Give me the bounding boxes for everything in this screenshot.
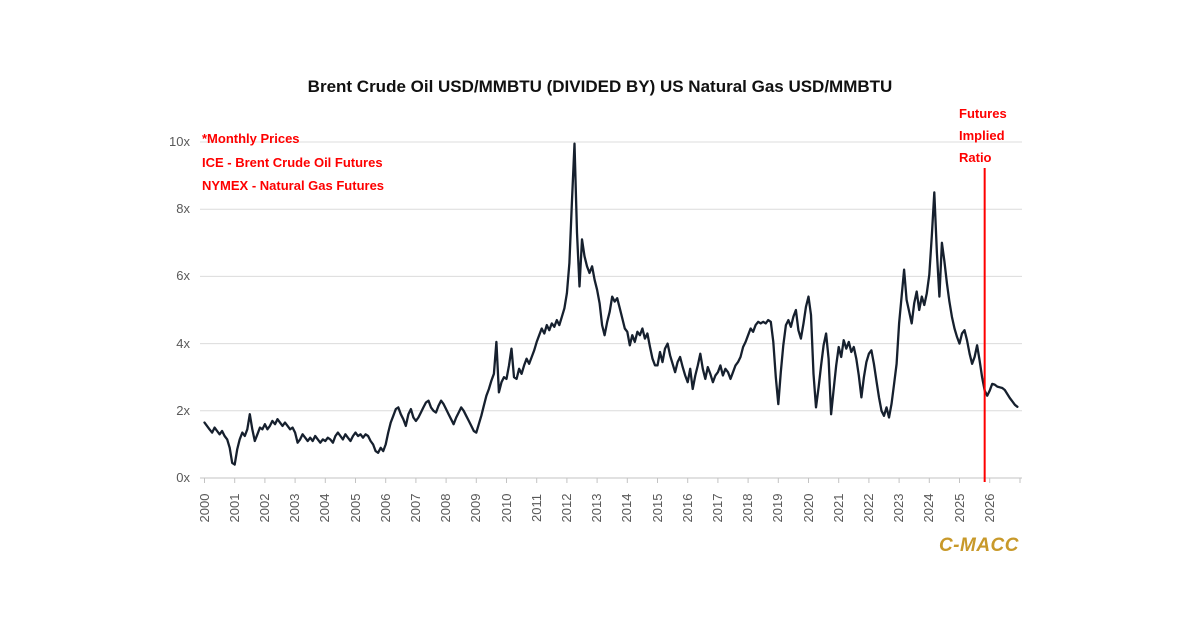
monthly-prices-note: *Monthly Prices ICE - Brent Crude Oil Fu… <box>202 131 385 193</box>
cmacc-logo: C-MACC <box>938 535 1019 556</box>
futures-implied-ratio-label: Futures Implied Ratio <box>959 106 1007 165</box>
ratio-line-series <box>203 142 1019 466</box>
chart-title: Brent Crude Oil USD/MMBTU (DIVIDED BY) U… <box>307 77 893 96</box>
